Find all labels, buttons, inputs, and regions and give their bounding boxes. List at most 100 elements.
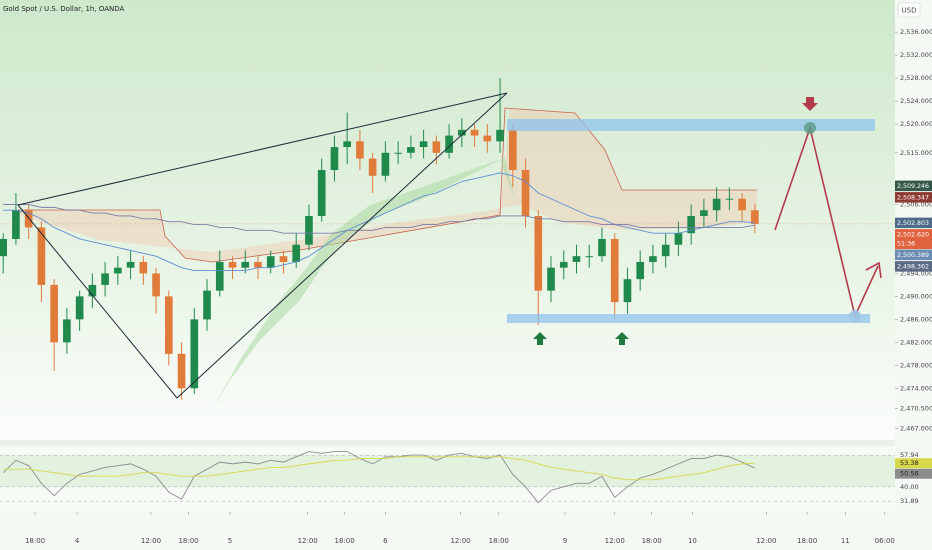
price-badge-label: 2,498.362	[897, 263, 929, 270]
candle-body	[636, 261, 645, 280]
x-tick-label: 6	[383, 537, 388, 545]
candle-body	[24, 210, 33, 228]
chart-title: Gold Spot / U.S. Dollar, 1h, OANDA	[3, 5, 124, 13]
candle-body	[305, 215, 313, 245]
price-badge	[895, 192, 932, 203]
candle-body	[228, 261, 237, 268]
y-tick-label: 2,536.000	[900, 28, 932, 36]
price-badge-label: 2,500.389	[897, 252, 929, 259]
y-tick-label: 2,486.000	[900, 315, 932, 323]
moving-average	[3, 204, 755, 234]
candle-body	[649, 256, 657, 262]
candle-body	[610, 238, 619, 303]
candle-body	[394, 152, 402, 154]
candle-body	[687, 215, 695, 234]
candle-body	[751, 210, 759, 224]
x-tick-label: 12:00	[756, 537, 776, 545]
rsi-line	[3, 456, 755, 481]
candle-body	[254, 261, 262, 268]
resistance-zone	[507, 119, 875, 131]
pane-separator	[0, 440, 895, 446]
price-badge	[895, 249, 932, 261]
time-axis	[0, 512, 932, 550]
x-tick-label: 18:00	[642, 537, 662, 545]
target-marker	[804, 122, 816, 134]
candle-body	[458, 129, 466, 136]
x-tick-label: 4	[75, 537, 80, 545]
candle-body	[139, 261, 148, 274]
candle-body	[215, 261, 224, 291]
rsi-badge	[895, 468, 932, 479]
currency-box	[897, 2, 921, 18]
candle-body	[266, 256, 275, 268]
x-tick-label: 12:00	[141, 537, 161, 545]
y-tick-label: 2,494.000	[900, 269, 932, 277]
candle-body	[419, 141, 428, 148]
projection-arrowhead	[865, 261, 882, 279]
candle-body	[0, 238, 8, 257]
x-tick-label: 18:00	[489, 537, 509, 545]
candle-body	[725, 198, 734, 200]
candle-body	[508, 129, 517, 171]
up-arrow	[615, 332, 629, 345]
candle-body	[534, 215, 543, 291]
rsi-tick-label: 57.94	[900, 451, 919, 459]
countdown: 51:36	[897, 240, 915, 247]
candle-body	[356, 141, 364, 159]
candle-body	[279, 256, 288, 262]
y-tick-label: 2,474.000	[900, 384, 932, 392]
candle-body	[572, 256, 581, 262]
y-tick-label: 2,520.000	[900, 120, 932, 128]
moving-average	[3, 172, 755, 271]
x-tick-label: 06:00	[875, 537, 895, 545]
candle-body	[63, 319, 71, 343]
rsi-badge-label: 50.56	[900, 470, 919, 478]
candle-body	[126, 261, 135, 268]
x-tick-label: 18:00	[797, 537, 817, 545]
price-badge	[895, 217, 932, 229]
cloud-bearish	[18, 108, 757, 262]
candle-body	[521, 170, 530, 216]
candle-body	[164, 296, 173, 354]
drawings	[17, 92, 882, 399]
candle-body	[101, 273, 109, 285]
candle-body	[674, 233, 683, 245]
candle-body	[470, 129, 479, 136]
candle-body	[203, 290, 211, 320]
x-tick-label: 18:00	[335, 537, 355, 545]
plot	[0, 78, 895, 400]
candle-body	[75, 296, 84, 320]
x-tick-label: 10	[688, 537, 697, 545]
candle-body	[712, 198, 721, 211]
y-tick-label: 2,524.000	[900, 97, 932, 105]
y-tick-label: 2,478.000	[900, 361, 932, 369]
x-tick-label: 18:00	[25, 537, 45, 545]
candle-body	[292, 244, 301, 262]
candle-body	[190, 319, 199, 389]
candle-body	[547, 267, 555, 291]
candle-body	[177, 353, 186, 389]
price-badge-label: 2,509.246	[897, 183, 929, 190]
y-tick-label: 2,482.000	[900, 338, 932, 346]
x-tick-label: 12:00	[605, 537, 625, 545]
price-badge	[895, 229, 932, 250]
candle-body	[88, 284, 97, 297]
candle-body	[50, 284, 58, 343]
x-tick-label: 12:00	[298, 537, 318, 545]
candle-body	[432, 141, 441, 153]
candle-body	[738, 198, 746, 211]
candle-body	[559, 261, 568, 268]
cloud-edge	[18, 107, 757, 263]
rsi-badge-label: 53.38	[900, 459, 919, 467]
rsi-line	[2, 451, 756, 504]
candle-body	[585, 256, 594, 258]
y-tick-label: 2,467.000	[900, 425, 932, 433]
candle-body	[343, 141, 351, 148]
price-badge-label: 2,502.620	[897, 231, 929, 238]
x-tick-label: 11	[841, 537, 850, 545]
candle-body	[445, 135, 453, 153]
rsi-badge	[895, 458, 932, 469]
candle-body	[114, 267, 122, 274]
candle-body	[12, 210, 20, 239]
